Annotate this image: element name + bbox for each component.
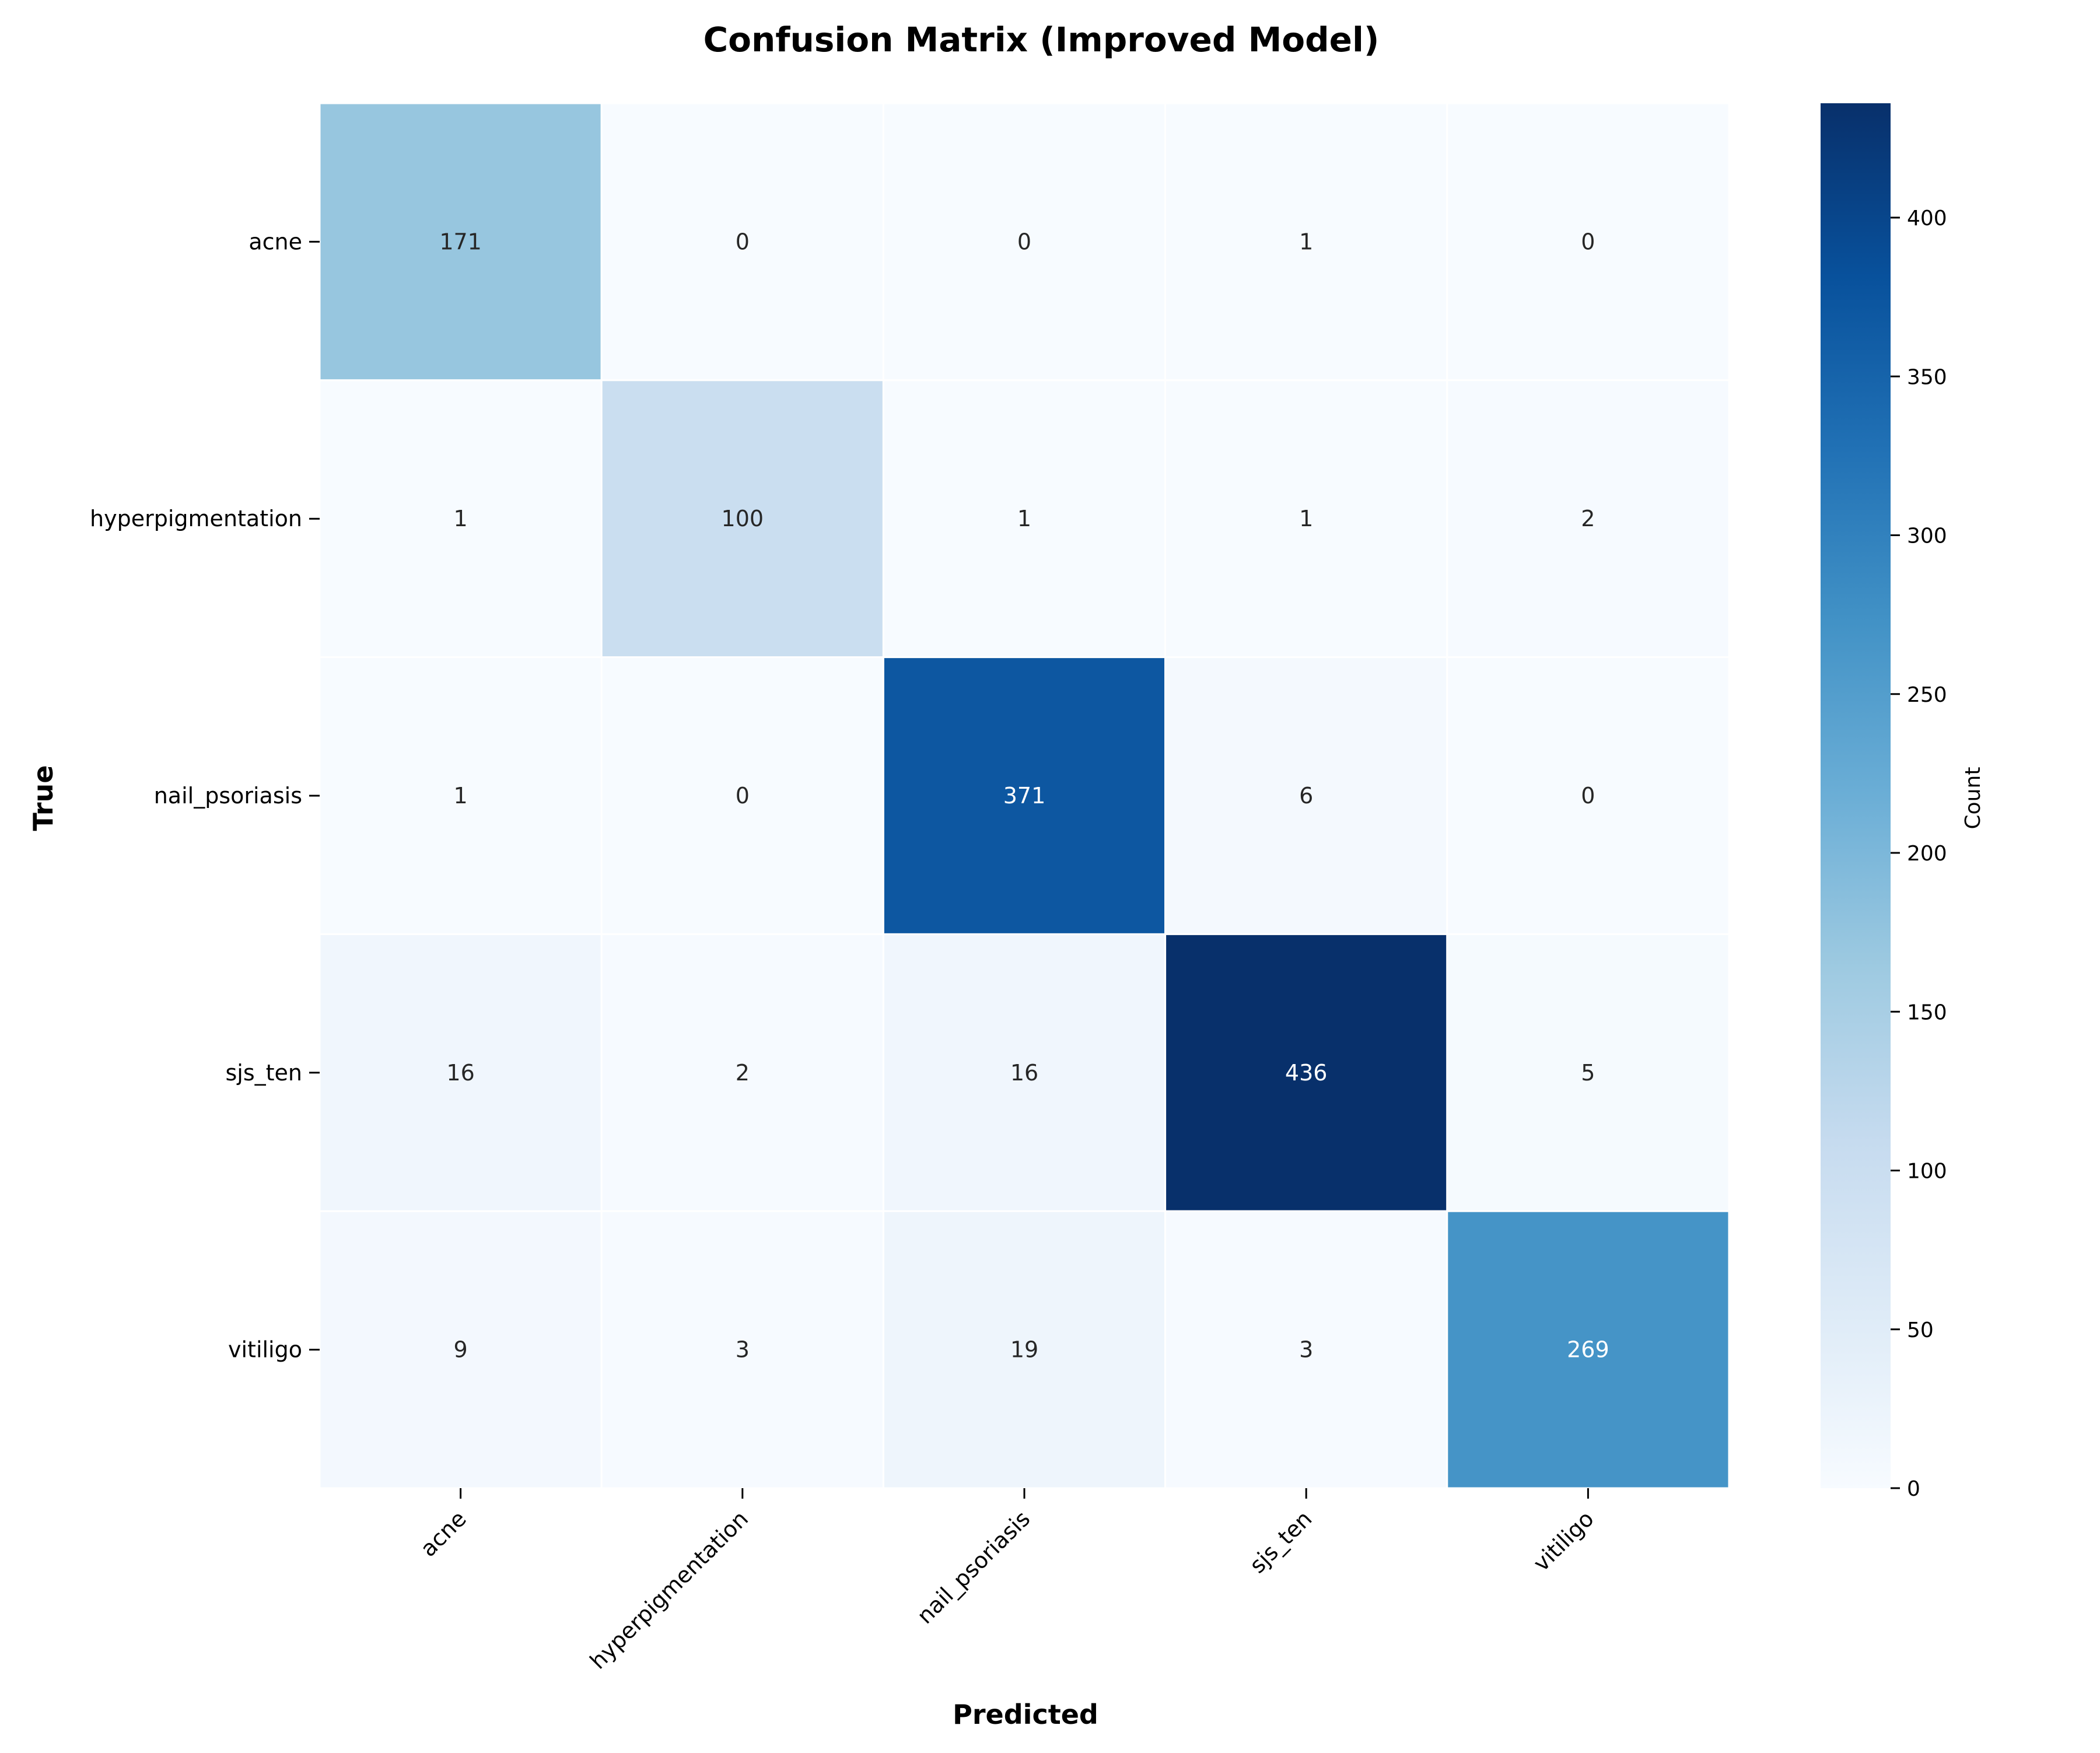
- colorbar-tick-label: 300: [1907, 524, 1947, 548]
- cell-value-label: 1: [454, 506, 468, 531]
- heatmap-cell: [1164, 656, 1448, 935]
- cell-value-label: 436: [1285, 1060, 1328, 1086]
- heatmap-cells: 171 0 0 1 0 1 100 1 1 2 1 0 371 6 0 16 2 16 436 5 9 3 19 3 269: [318, 102, 1730, 1489]
- cell-value-label: 269: [1567, 1337, 1609, 1363]
- colorbar: 0 50 100 150 200 250 300 350 400: [1821, 103, 1947, 1501]
- heatmap-cell: [600, 102, 884, 382]
- colorbar-tick-label: 400: [1907, 207, 1947, 230]
- heatmap-cell: [318, 379, 603, 659]
- heatmap-cell: [318, 102, 603, 382]
- x-axis-ticks: acne hyperpigmentation nail_psoriasis sjs_t…: [415, 1488, 1599, 1674]
- cell-value-label: 2: [1581, 506, 1595, 531]
- heatmap-cell: [600, 656, 884, 935]
- colorbar-tick-label: 250: [1907, 683, 1947, 707]
- x-tick-label: acne: [415, 1506, 471, 1562]
- colorbar-tick-label: 350: [1907, 365, 1947, 389]
- cell-value-label: 0: [736, 229, 750, 254]
- y-tick-label: vitiligo: [228, 1337, 302, 1363]
- cell-value-label: 1: [1017, 506, 1031, 531]
- colorbar-gradient: [1821, 103, 1891, 1488]
- colorbar-tick-label: 50: [1907, 1318, 1934, 1342]
- cell-value-label: 0: [1581, 783, 1595, 809]
- cell-value-label: 19: [1010, 1337, 1038, 1363]
- heatmap-cell: [1446, 379, 1730, 659]
- heatmap-cell: [318, 1210, 603, 1489]
- heatmap-cell: [600, 933, 884, 1212]
- cell-value-label: 1: [454, 783, 468, 809]
- cell-value-label: 0: [1017, 229, 1031, 254]
- colorbar-tick-label: 0: [1907, 1477, 1920, 1501]
- colorbar-label: Count: [1961, 767, 1985, 830]
- y-tick-label: hyperpigmentation: [90, 506, 302, 531]
- chart-title: Confusion Matrix (Improved Model): [704, 20, 1380, 60]
- heatmap-cell: [882, 379, 1167, 659]
- colorbar-tick-label: 150: [1907, 1000, 1947, 1024]
- y-tick-label: acne: [249, 229, 302, 254]
- cell-value-label: 171: [439, 229, 482, 254]
- heatmap-cell: [1446, 933, 1730, 1212]
- cell-value-label: 5: [1581, 1060, 1595, 1086]
- y-tick-label: nail_psoriasis: [154, 783, 302, 809]
- x-tick-label: vitiligo: [1528, 1506, 1599, 1576]
- cell-value-label: 371: [1003, 783, 1046, 809]
- cell-value-label: 0: [1581, 229, 1595, 254]
- heatmap-cell: [600, 1210, 884, 1489]
- heatmap-cell: [1164, 102, 1448, 382]
- heatmap-cell: [882, 933, 1167, 1212]
- colorbar-tick-label: 100: [1907, 1160, 1947, 1184]
- x-tick-label: nail_psoriasis: [912, 1506, 1035, 1629]
- heatmap-cell: [1164, 933, 1448, 1212]
- heatmap-cell: [1446, 102, 1730, 382]
- y-axis-ticks: acne hyperpigmentation nail_psoriasis sjs_t…: [90, 229, 320, 1363]
- x-axis-label: Predicted: [953, 1699, 1098, 1730]
- x-tick-label: sjs_ten: [1244, 1506, 1317, 1578]
- cell-value-label: 3: [1299, 1337, 1313, 1363]
- y-axis-label: True: [27, 765, 59, 831]
- cell-value-label: 0: [736, 783, 750, 809]
- x-tick-label: hyperpigmentation: [585, 1506, 753, 1674]
- heatmap-cell: [1446, 656, 1730, 935]
- cell-value-label: 16: [1010, 1060, 1038, 1086]
- cell-value-label: 1: [1299, 229, 1313, 254]
- cell-value-label: 16: [446, 1060, 474, 1086]
- cell-value-label: 1: [1299, 506, 1313, 531]
- heatmap-cell: [600, 379, 884, 659]
- cell-value-label: 3: [736, 1337, 750, 1363]
- heatmap-cell: [882, 656, 1167, 935]
- heatmap-cell: [882, 1210, 1167, 1489]
- colorbar-tick-label: 200: [1907, 842, 1947, 866]
- cell-value-label: 6: [1299, 783, 1313, 809]
- heatmap-cell: [882, 102, 1167, 382]
- cell-value-label: 100: [722, 506, 764, 531]
- cell-value-label: 9: [454, 1337, 468, 1363]
- y-tick-label: sjs_ten: [225, 1060, 302, 1086]
- cell-value-label: 2: [736, 1060, 750, 1086]
- heatmap-cell: [1446, 1210, 1730, 1489]
